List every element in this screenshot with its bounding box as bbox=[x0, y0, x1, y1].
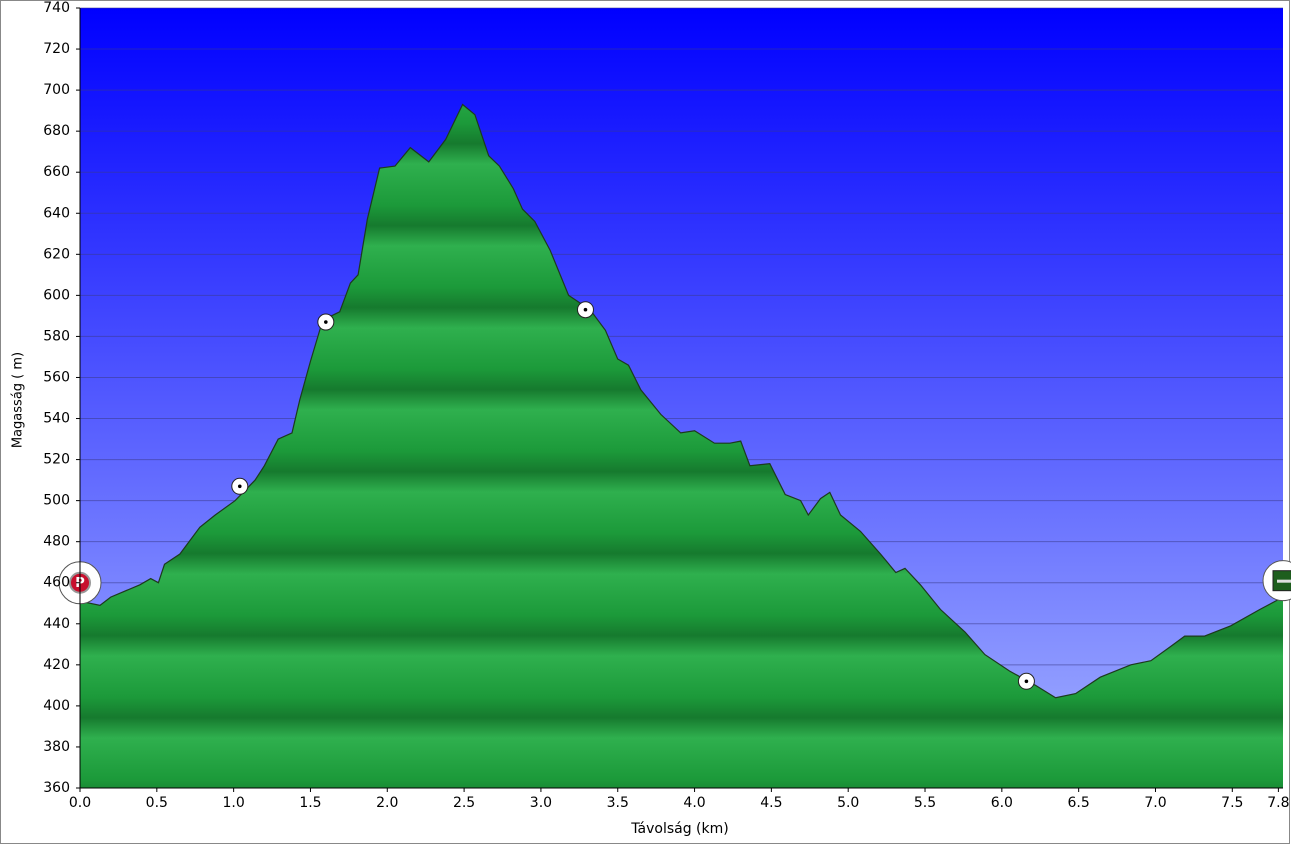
x-tick-label: 5.0 bbox=[837, 795, 859, 811]
x-tick-label: 6.0 bbox=[991, 795, 1013, 811]
axes: 360 380 400 420 440 460 480 500 520 540 560 580 600 6… bbox=[43, 0, 1289, 811]
x-tick-label: 0.0 bbox=[69, 795, 91, 811]
x-tick-label: 4.5 bbox=[760, 795, 782, 811]
y-tick-label: 700 bbox=[43, 82, 70, 98]
x-tick-label: 3.5 bbox=[607, 795, 629, 811]
x-tick-label: 1.5 bbox=[299, 795, 321, 811]
y-tick-label: 640 bbox=[43, 205, 70, 221]
y-tick-label: 540 bbox=[43, 411, 70, 427]
y-tick-label: 360 bbox=[43, 780, 70, 796]
y-tick-label: 620 bbox=[43, 246, 70, 262]
y-tick-label: 380 bbox=[43, 739, 70, 755]
x-tick-label: 7.5 bbox=[1221, 795, 1243, 811]
y-axis-label: Magasság ( m) bbox=[11, 352, 26, 448]
x-tick-label: 6.5 bbox=[1068, 795, 1090, 811]
x-tick-label: 0.5 bbox=[146, 795, 168, 811]
y-tick-label: 580 bbox=[43, 328, 70, 344]
y-tick-label: 400 bbox=[43, 698, 70, 714]
x-tick-label: 2.5 bbox=[453, 795, 475, 811]
y-tick-label: 600 bbox=[43, 287, 70, 303]
y-tick-label: 500 bbox=[43, 493, 70, 509]
x-tick-label: 7.0 bbox=[1144, 795, 1166, 811]
y-tick-label: 740 bbox=[43, 0, 70, 16]
y-tick-label: 460 bbox=[43, 575, 70, 591]
x-axis-label: Távolság (km) bbox=[630, 821, 728, 837]
x-tick-label: 7.8 bbox=[1267, 795, 1289, 811]
elevation-line bbox=[79, 103, 1284, 699]
y-tick-label: 480 bbox=[43, 534, 70, 550]
x-tick-label: 1.0 bbox=[223, 795, 245, 811]
y-tick-label: 560 bbox=[43, 369, 70, 385]
y-tick-label: 520 bbox=[43, 452, 70, 468]
y-tick-label: 680 bbox=[43, 123, 70, 139]
waypoint-dot bbox=[1024, 679, 1029, 684]
x-tick-label: 2.0 bbox=[376, 795, 398, 811]
y-tick-label: 420 bbox=[43, 657, 70, 673]
x-tick-label: 3.0 bbox=[530, 795, 552, 811]
y-tick-label: 660 bbox=[43, 164, 70, 180]
y-tick-label: 440 bbox=[43, 616, 70, 632]
elevation-area bbox=[80, 104, 1283, 788]
end-icon-bar bbox=[1277, 579, 1291, 583]
waypoint-dot bbox=[583, 307, 588, 312]
x-tick-label: 4.0 bbox=[683, 795, 705, 811]
y-tick-label: 720 bbox=[43, 41, 70, 57]
waypoint-dot bbox=[324, 320, 328, 324]
x-tick-label: 5.5 bbox=[914, 795, 936, 811]
waypoint-dot bbox=[237, 484, 242, 489]
